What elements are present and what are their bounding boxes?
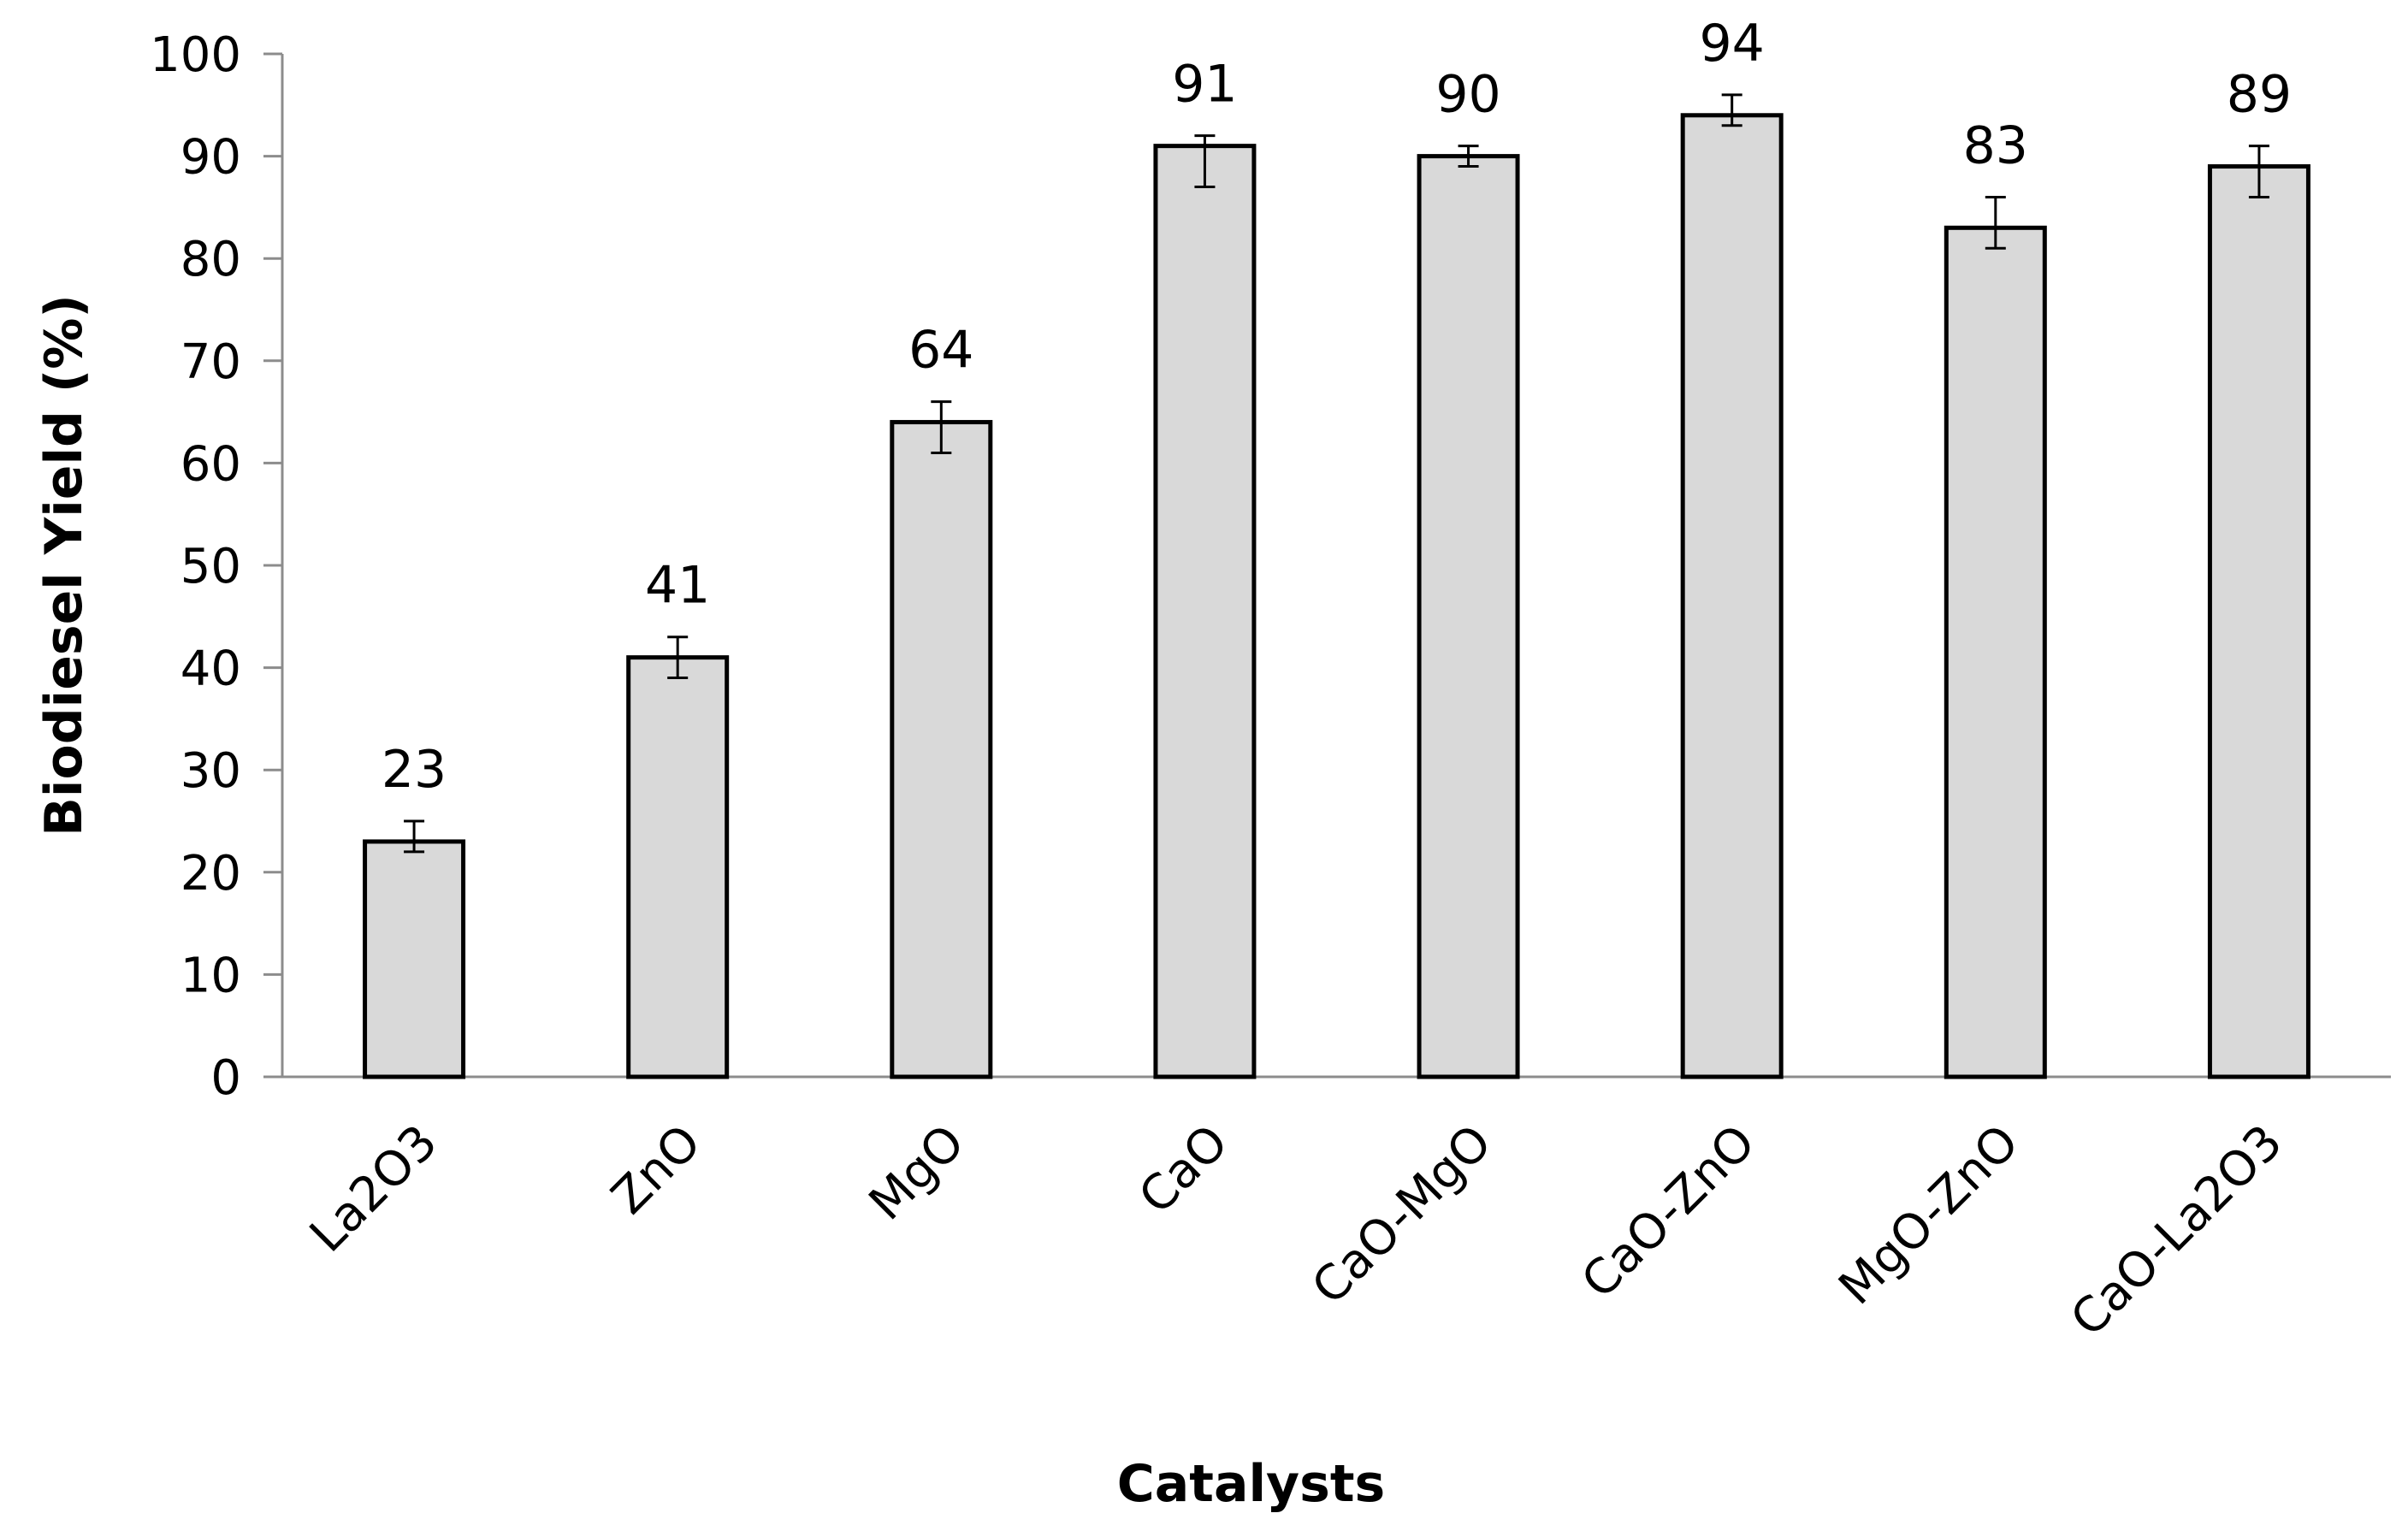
x-axis-title: Catalysts [1117,1454,1385,1514]
bar-cao-la2o3 [2207,164,2310,1079]
data-label-mgo-zno: 83 [1963,115,2028,175]
data-label-la2o3: 23 [382,740,447,800]
y-tick-label: 60 [180,436,241,492]
data-label-cao: 91 [1172,55,1237,115]
bars-group [363,113,2310,1079]
error-bars-group [404,93,2269,854]
x-tick-label-cao: CaO [1128,1114,1239,1225]
y-tick-label: 20 [180,846,241,901]
bar-cao-mgo [1417,154,1520,1079]
x-tick-labels-group: La2O3 ZnO MgO CaO CaO-MgO CaO-ZnO MgO-ZnO CaO-L… [299,1114,2293,1347]
y-tick-label: 70 [180,334,241,390]
y-tick-label: 40 [180,641,241,697]
y-tick-label: 80 [180,232,241,287]
y-axis: 0 10 20 30 40 50 60 70 80 90 100 [150,27,284,1106]
bar-mgo [890,420,993,1079]
x-tick-label-cao-zno: CaO-ZnO [1571,1114,1766,1309]
y-tick-label: 90 [180,130,241,186]
bar-cao [1153,144,1257,1079]
data-label-mgo: 64 [908,321,973,381]
data-label-cao-zno: 94 [1700,14,1765,74]
y-tick-label: 50 [180,539,241,594]
x-tick-label-mgo: MgO [859,1114,975,1231]
bar-mgo-zno [1944,225,2047,1079]
y-axis-title: Biodiesel Yield (%) [34,294,94,836]
x-tick-label-zno: ZnO [601,1114,712,1225]
x-tick-label-cao-la2o3: CaO-La2O3 [2061,1114,2293,1347]
x-tick-label-la2o3: La2O3 [299,1114,448,1263]
data-label-cao-la2o3: 89 [2227,65,2292,125]
x-tick-label-cao-mgo: CaO-MgO [1302,1114,1503,1315]
y-tick-label: 100 [150,27,241,83]
y-tick-label: 30 [180,743,241,799]
y-tick-label: 0 [210,1050,241,1106]
data-label-zno: 41 [645,556,710,616]
bar-zno [626,655,730,1079]
data-label-cao-mgo: 90 [1435,65,1500,125]
data-labels-group: 23 41 64 91 90 94 83 89 [382,14,2292,800]
bar-la2o3 [363,839,466,1079]
x-tick-label-mgo-zno: MgO-ZnO [1828,1114,2029,1315]
bar-cao-zno [1680,113,1784,1079]
y-tick-label: 10 [180,948,241,1003]
